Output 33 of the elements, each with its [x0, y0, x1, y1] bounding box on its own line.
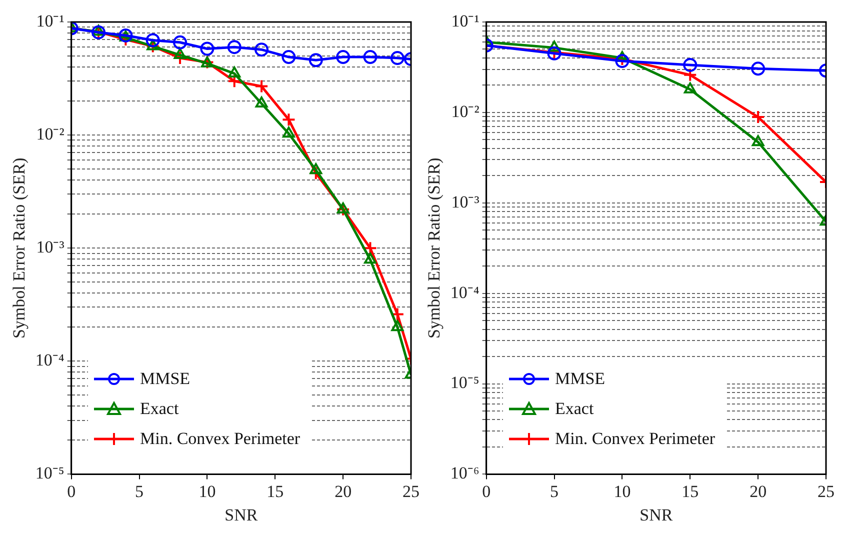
- y-tick-label: 10⁻⁴: [450, 282, 480, 302]
- legend-label: MMSE: [140, 368, 190, 390]
- x-tick-label: 0: [482, 482, 491, 501]
- x-tick-label: 10: [614, 482, 631, 501]
- x-axis-title: SNR: [224, 505, 258, 524]
- x-tick-label: 10: [198, 482, 216, 501]
- x-axis-title: SNR: [640, 505, 674, 524]
- x-tick-label: 25: [818, 482, 834, 501]
- y-axis-title: Symbol Error Ratio (SER): [10, 158, 29, 339]
- y-tick-label: 10⁻²: [36, 124, 64, 144]
- x-tick-label: 25: [402, 482, 420, 501]
- x-tick-label: 15: [682, 482, 699, 501]
- legend-label: Min. Convex Perimeter: [140, 428, 300, 450]
- y-tick-label: 10⁻³: [451, 192, 480, 212]
- x-tick-label: 20: [750, 482, 767, 501]
- x-tick-label: 0: [67, 482, 76, 501]
- legend-label: Exact: [140, 398, 179, 420]
- y-tick-label: 10⁻¹: [36, 11, 64, 30]
- x-tick-label: 20: [334, 482, 352, 501]
- x-tick-label: 15: [266, 482, 284, 501]
- x-tick-label: 5: [135, 482, 144, 501]
- y-tick-label: 10⁻²: [451, 102, 480, 121]
- legend-label: MMSE: [555, 368, 606, 390]
- y-tick-label: 10⁻⁶: [450, 464, 480, 483]
- y-tick-label: 10⁻⁴: [35, 350, 64, 370]
- y-tick-label: 10⁻⁵: [450, 373, 480, 392]
- x-tick-label: 5: [550, 482, 559, 501]
- y-tick-label: 10⁻³: [36, 238, 64, 257]
- y-tick-label: 10⁻⁵: [35, 464, 64, 483]
- legend-label: Min. Convex Perimeter: [555, 428, 716, 450]
- legend-label: Exact: [555, 398, 594, 420]
- y-tick-label: 10⁻¹: [451, 11, 480, 30]
- y-axis-title: Symbol Error Ratio (SER): [424, 158, 444, 339]
